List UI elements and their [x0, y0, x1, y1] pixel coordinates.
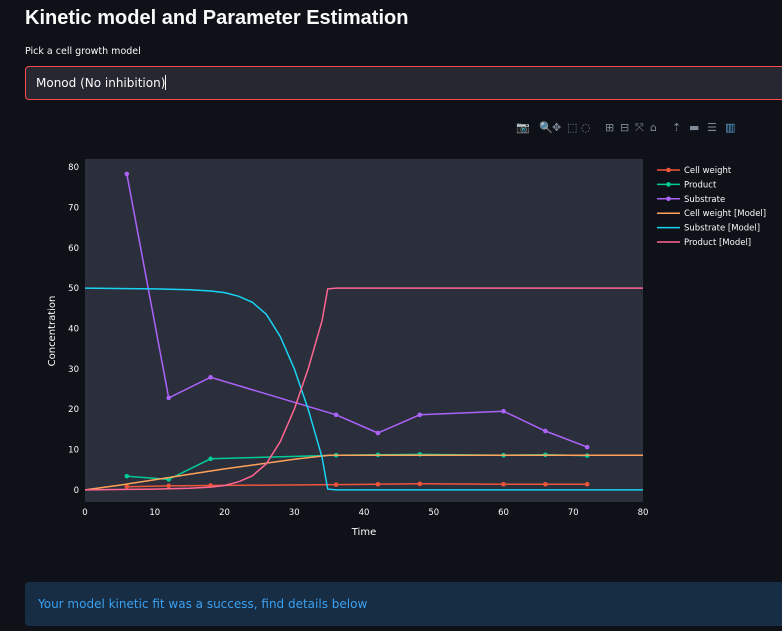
data-point-substrate	[543, 428, 548, 434]
y-tick-label: 20	[68, 405, 79, 415]
reset-axes-icon[interactable]: ⌂	[650, 121, 657, 134]
data-point-cell-weight	[584, 481, 590, 487]
data-point-cell-weight	[417, 481, 423, 487]
model-select[interactable]: Monod (No inhibition)	[25, 66, 782, 100]
y-axis-title: Concentration	[47, 296, 58, 367]
legend-label-substrate: Substrate	[684, 195, 725, 205]
data-point-substrate	[124, 171, 130, 177]
data-point-substrate	[166, 395, 171, 401]
x-tick-label: 30	[289, 508, 300, 518]
data-point-substrate	[417, 412, 423, 418]
x-tick-label: 20	[219, 508, 230, 518]
data-point-cell-weight	[124, 484, 130, 489]
x-tick-label: 10	[149, 508, 160, 518]
x-tick-label: 70	[568, 508, 579, 518]
spike-lines-icon[interactable]: ⇡	[672, 121, 682, 134]
data-point-product	[124, 473, 130, 479]
page-title: Kinetic model and Parameter Estimation	[25, 7, 409, 29]
plot-area[interactable]	[85, 159, 643, 502]
x-tick-label: 50	[428, 508, 439, 518]
chart-axes: 0 10 20 30 40 50 60 70 80 0 10 20 30 40 50 60 70 80	[68, 163, 648, 518]
x-tick-label: 40	[359, 508, 370, 518]
kinetic-chart[interactable]: 0 10 20 30 40 50 60 70 80 0 10 20 30 40 50 60 70 80 Cell …	[0, 150, 782, 545]
text-caret	[165, 75, 167, 90]
plot-modebar: 📷 🔍 ✥ ⬚ ◌ ⊞ ⊟ ⤧ ⌂ ⇡ ▬ ☰ ▥	[510, 121, 772, 135]
y-tick-label: 10	[68, 446, 79, 456]
y-tick-label: 40	[68, 324, 79, 334]
series-line-cell-weight-model	[84, 454, 643, 491]
data-point-cell-weight	[333, 482, 339, 487]
data-point-substrate	[208, 375, 213, 380]
y-tick-label: 80	[68, 163, 79, 173]
series-line-product-model	[84, 287, 643, 491]
chart-series	[84, 171, 643, 491]
data-point-substrate	[501, 408, 506, 414]
data-point-product	[417, 452, 423, 457]
legend-label-cell-weight: Cell weight	[684, 166, 732, 176]
hover-closest-icon[interactable]: ▬	[689, 121, 700, 134]
lasso-select-icon[interactable]: ◌	[581, 121, 591, 134]
camera-icon[interactable]: 📷	[516, 121, 530, 134]
chart-legend: Cell weight Product Substrate Cell weight […	[657, 166, 766, 248]
y-tick-label: 30	[68, 365, 79, 375]
model-select-label: Pick a cell growth model	[25, 46, 141, 57]
box-select-icon[interactable]: ⬚	[567, 121, 578, 134]
series-line-substrate-model	[84, 287, 643, 491]
x-tick-label: 80	[638, 508, 649, 518]
x-tick-label: 60	[498, 508, 509, 518]
x-axis-title: Time	[351, 527, 376, 538]
legend-marker-product	[666, 182, 671, 187]
legend-label-product: Product	[684, 180, 717, 190]
model-select-value: Monod (No inhibition)	[36, 76, 166, 90]
data-point-substrate	[333, 412, 339, 418]
data-point-cell-weight	[501, 481, 506, 487]
legend-marker-substrate	[666, 196, 671, 202]
data-point-substrate	[584, 444, 590, 450]
y-tick-label: 50	[68, 284, 79, 294]
success-alert: Your model kinetic fit was a success, fi…	[25, 582, 782, 626]
legend-label-product-model: Product [Model]	[684, 238, 751, 248]
legend-label-cell-weight-model: Cell weight [Model]	[684, 209, 766, 219]
plotly-logo-icon[interactable]: ▥	[725, 121, 736, 134]
pan-icon[interactable]: ✥	[552, 121, 562, 134]
legend-marker-cell-weight	[666, 167, 671, 173]
x-tick-label: 0	[82, 508, 87, 518]
zoom-in-icon[interactable]: ⊞	[605, 121, 615, 134]
y-tick-label: 70	[68, 203, 79, 213]
hover-compare-icon[interactable]: ☰	[707, 121, 717, 134]
data-point-cell-weight	[166, 483, 171, 489]
legend-label-substrate-model: Substrate [Model]	[684, 224, 760, 234]
autoscale-icon[interactable]: ⤧	[635, 121, 644, 134]
y-tick-label: 0	[74, 486, 79, 496]
zoom-out-icon[interactable]: ⊟	[620, 121, 630, 134]
data-point-substrate	[375, 430, 381, 436]
y-tick-label: 60	[68, 244, 79, 254]
data-point-cell-weight	[375, 481, 381, 487]
data-point-cell-weight	[543, 481, 548, 487]
data-point-product	[208, 456, 213, 462]
zoom-icon[interactable]: 🔍	[539, 121, 553, 134]
chart-svg[interactable]: 0 10 20 30 40 50 60 70 80 0 10 20 30 40 50 60 70 80 Cell …	[0, 150, 782, 545]
